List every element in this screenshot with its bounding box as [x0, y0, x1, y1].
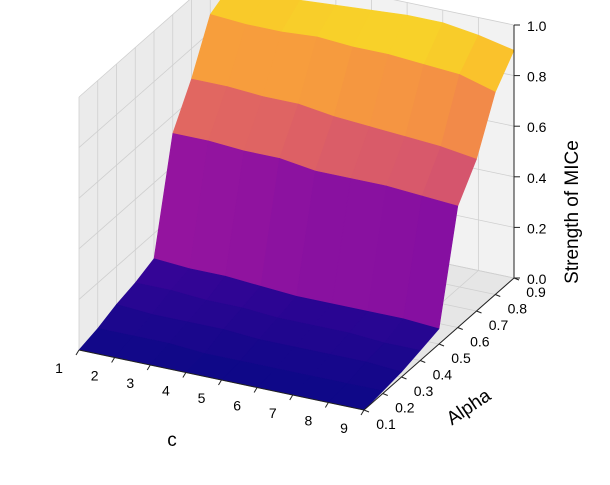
y-tick-label: 0.4	[433, 367, 453, 383]
z-tick-label: 0.2	[527, 220, 547, 236]
y-tick	[401, 376, 407, 380]
y-tick	[476, 310, 482, 314]
y-tick-label: 0.8	[508, 301, 528, 317]
y-tick	[382, 393, 388, 396]
grid-line	[393, 0, 515, 26]
y-tick-label: 0.3	[414, 383, 434, 399]
x-tick	[182, 372, 187, 378]
tick-marks	[75, 24, 520, 416]
y-tick	[420, 360, 426, 363]
x-tick-label: 9	[340, 420, 348, 436]
x-tick-label: 3	[126, 375, 134, 391]
x-tick-label: 4	[162, 383, 170, 399]
x-tick-label: 1	[55, 360, 63, 376]
y-tick-label: 0.7	[489, 317, 509, 333]
z-tick-label: 0.0	[527, 271, 547, 287]
y-tick	[457, 327, 463, 330]
tick-labels: 1 2 3 4 5 6 7 8 9 0.10.20.30.40.50.60.70.80.90.00…	[55, 18, 547, 436]
x-tick	[253, 387, 258, 393]
x-tick	[360, 409, 365, 416]
x-axis-label: c	[167, 430, 177, 451]
y-tick-label: 0.2	[395, 400, 415, 416]
z-tick-label: 0.6	[527, 119, 547, 135]
grid-line	[78, 0, 190, 98]
x-tick	[289, 394, 294, 401]
z-tick-label: 1.0	[527, 18, 547, 34]
x-tick	[146, 364, 151, 371]
y-tick	[495, 294, 501, 297]
z-axis-label: Strength of MICe	[562, 140, 583, 284]
x-tick-label: 7	[269, 405, 277, 421]
y-tick-label: 0.6	[470, 334, 490, 350]
x-tick-label: 2	[91, 368, 99, 384]
z-tick-label: 0.4	[527, 170, 547, 186]
x-tick-label: 8	[305, 413, 313, 429]
y-tick-label: 0.1	[376, 416, 396, 432]
y-tick-label: 0.9	[526, 284, 546, 300]
surface-mesh	[78, 0, 515, 411]
x-tick-label: 6	[233, 398, 241, 414]
x-tick	[111, 357, 116, 363]
y-axis-label: Alpha	[443, 385, 495, 430]
x-tick	[218, 379, 222, 386]
x-tick-label: 5	[198, 390, 206, 406]
z-tick-label: 0.8	[527, 69, 547, 85]
y-tick	[438, 343, 445, 347]
x-tick	[75, 349, 80, 356]
y-tick	[363, 409, 370, 413]
y-tick-label: 0.5	[451, 350, 471, 366]
x-tick	[324, 402, 329, 408]
